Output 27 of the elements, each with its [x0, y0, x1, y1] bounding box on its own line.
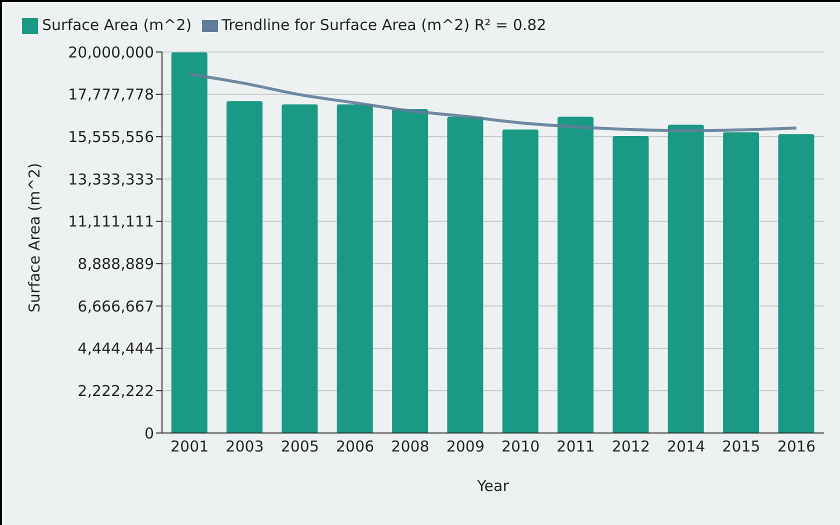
x-tick-label: 2006 — [336, 438, 374, 456]
x-tick-label: 2008 — [391, 438, 430, 456]
x-tick-label: 2003 — [226, 438, 264, 456]
x-tick-label: 2015 — [722, 438, 760, 456]
x-axis-title: Year — [476, 477, 510, 495]
y-tick-label: 20,000,000 — [68, 43, 154, 62]
legend-label: Surface Area (m^2) — [42, 16, 192, 34]
y-tick-label: 0 — [144, 424, 154, 442]
y-tick-label: 8,888,889 — [78, 254, 154, 273]
x-tick-label: 2010 — [501, 438, 540, 456]
x-tick-label: 2012 — [612, 438, 650, 456]
y-tick-label: 2,222,222 — [78, 382, 154, 400]
y-tick-label: 11,111,111 — [68, 212, 154, 231]
y-tick-label: 4,444,444 — [78, 340, 154, 358]
x-tick-label: 2005 — [280, 438, 320, 456]
y-tick-label: 13,333,333 — [68, 170, 154, 188]
y-tick-label: 15,555,556 — [68, 128, 154, 146]
line-series — [188, 72, 798, 132]
y-tick-label: 17,777,778 — [68, 86, 154, 104]
x-tick-label: 2014 — [666, 438, 706, 456]
y-tick-label: 6,666,667 — [78, 297, 154, 316]
y-axis-title: Surface Area (m^2) — [25, 162, 44, 312]
legend-label: Trendline for Surface Area (m^2) R² = 0.82 — [222, 16, 546, 34]
x-tick-label: 2016 — [777, 438, 816, 456]
x-tick-label: 2001 — [170, 438, 209, 456]
x-tick-label: 2011 — [556, 438, 595, 456]
x-tick-label: 2009 — [446, 438, 485, 456]
